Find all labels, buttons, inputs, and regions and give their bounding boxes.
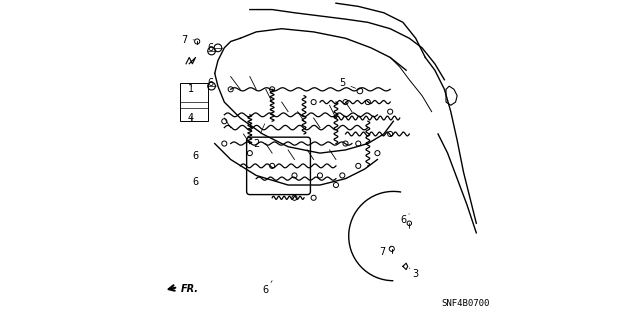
Text: 6: 6 <box>262 281 272 295</box>
Text: 2: 2 <box>253 124 265 149</box>
Text: 6: 6 <box>192 151 198 161</box>
Text: 6: 6 <box>207 43 216 53</box>
Text: 6: 6 <box>207 78 216 88</box>
Polygon shape <box>446 86 457 105</box>
FancyBboxPatch shape <box>180 83 209 121</box>
Text: FR.: FR. <box>181 284 199 294</box>
Text: 7: 7 <box>181 35 195 45</box>
Text: 5: 5 <box>339 78 356 88</box>
Text: 3: 3 <box>410 268 419 279</box>
Text: 6: 6 <box>400 214 410 225</box>
FancyBboxPatch shape <box>246 137 310 195</box>
Text: 6: 6 <box>192 177 198 187</box>
Text: 1: 1 <box>188 84 194 94</box>
Text: 4: 4 <box>188 113 194 123</box>
Text: 7: 7 <box>379 247 391 257</box>
Text: SNF4B0700: SNF4B0700 <box>441 299 490 308</box>
